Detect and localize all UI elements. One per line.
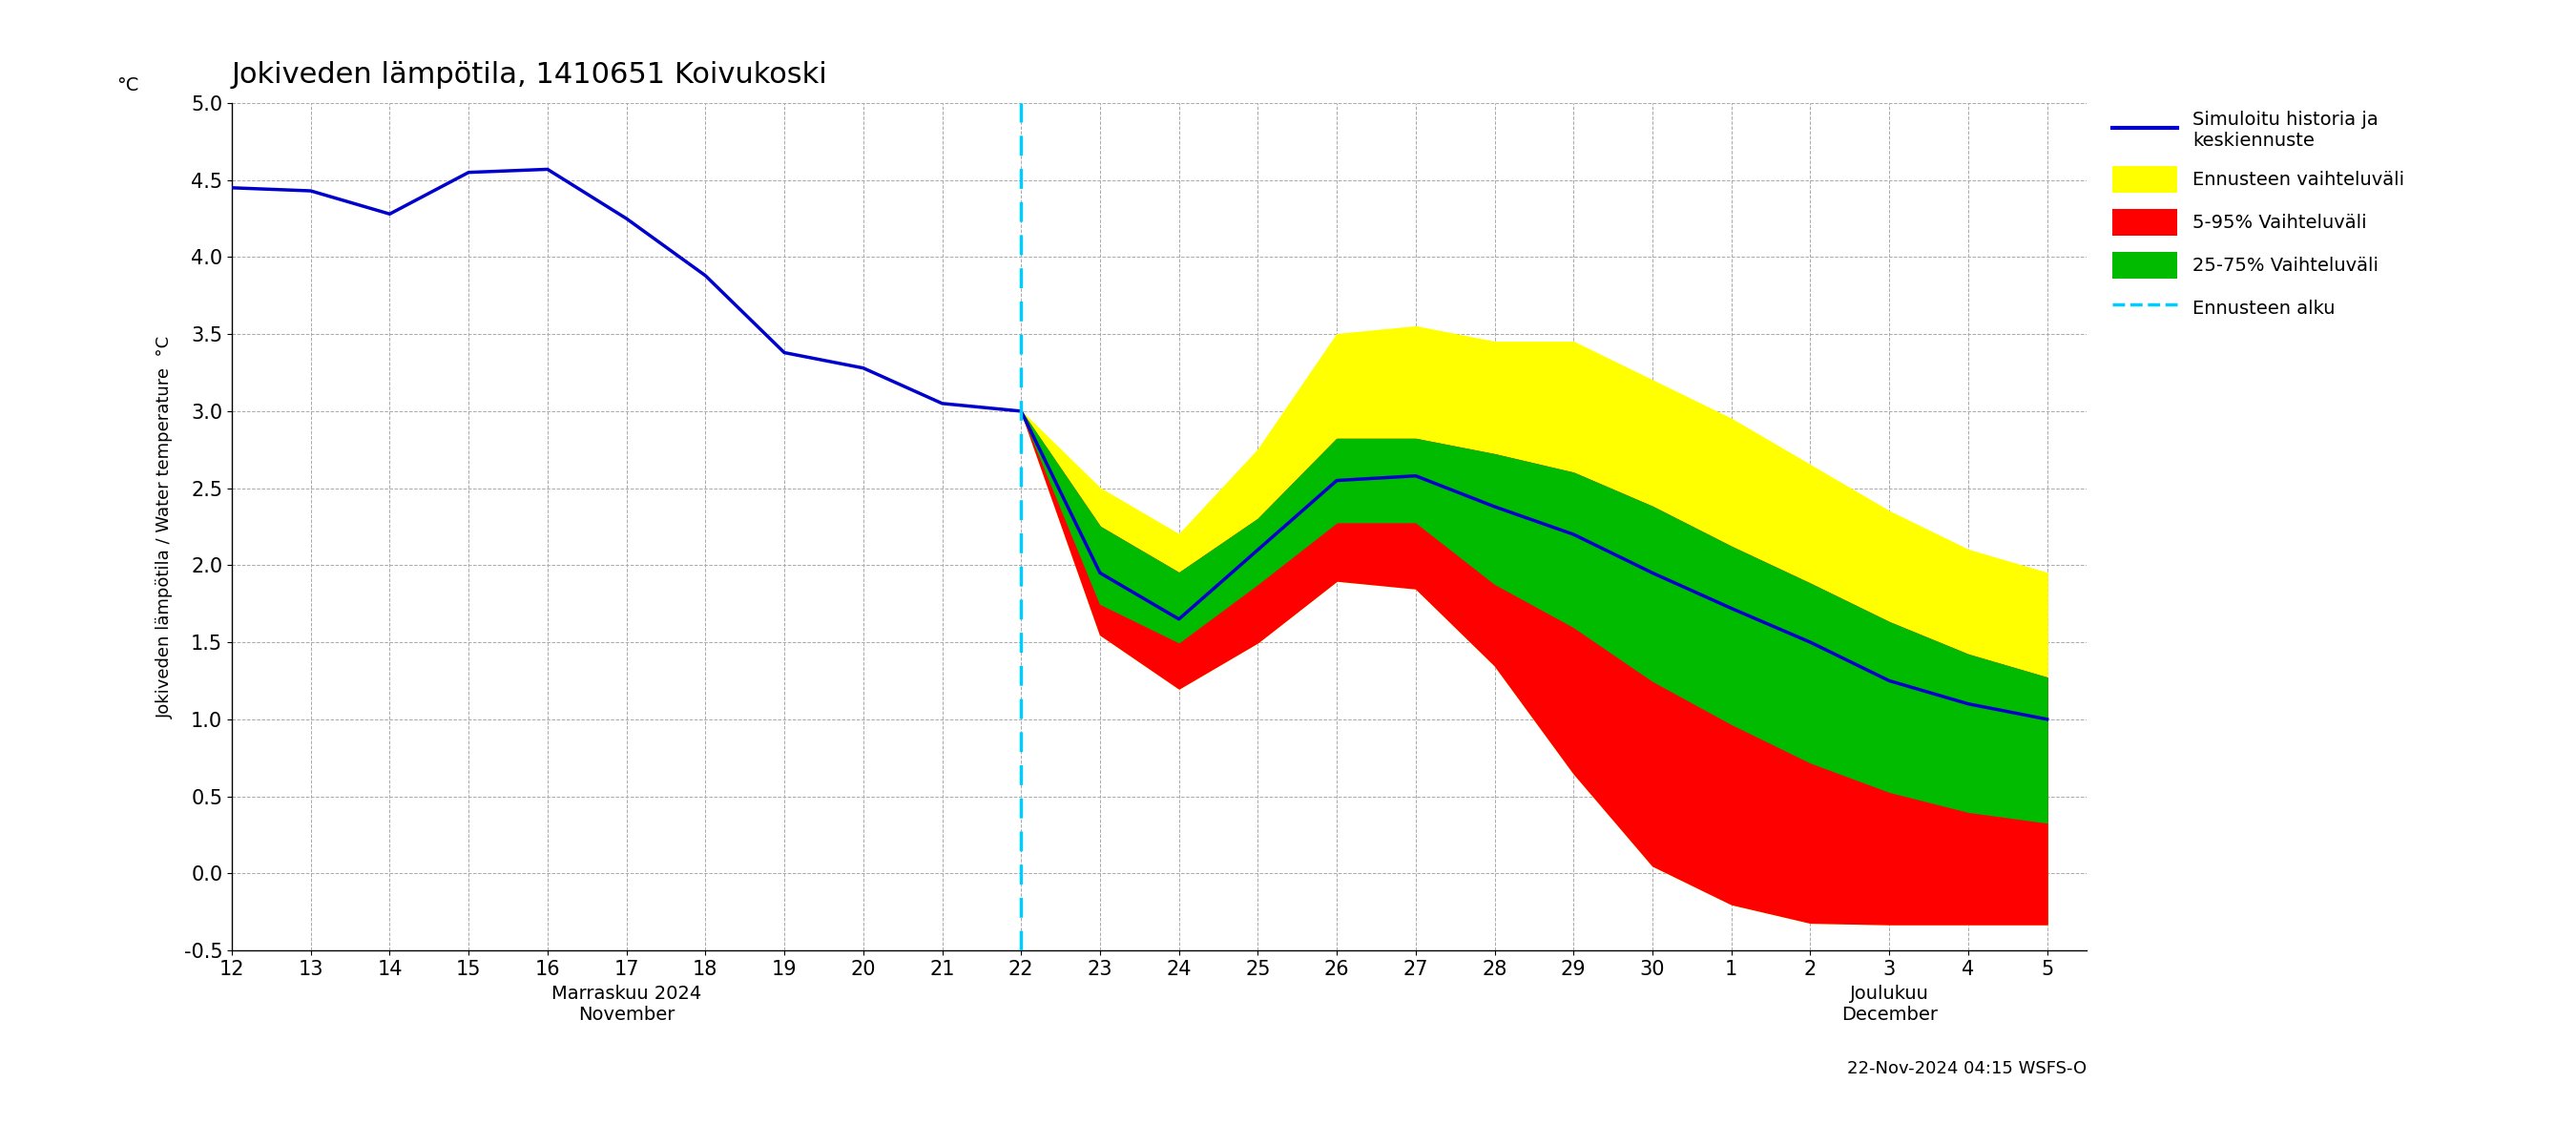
Text: Marraskuu 2024
November: Marraskuu 2024 November: [551, 985, 701, 1024]
Legend: Simuloitu historia ja
keskiennuste, Ennusteen vaihteluväli, 5-95% Vaihteluväli, : Simuloitu historia ja keskiennuste, Ennu…: [2105, 103, 2411, 329]
Y-axis label: Jokiveden lämpötila / Water temperature  °C: Jokiveden lämpötila / Water temperature …: [157, 335, 173, 718]
Text: 22-Nov-2024 04:15 WSFS-O: 22-Nov-2024 04:15 WSFS-O: [1847, 1060, 2087, 1077]
Text: °C: °C: [116, 77, 139, 95]
Text: Jokiveden lämpötila, 1410651 Koivukoski: Jokiveden lämpötila, 1410651 Koivukoski: [232, 61, 827, 89]
Text: Joulukuu
December: Joulukuu December: [1842, 985, 1937, 1024]
